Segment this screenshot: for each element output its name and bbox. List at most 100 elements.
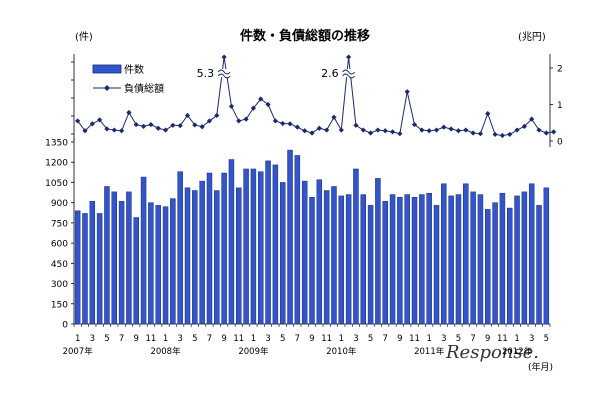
legend-bar-swatch <box>92 64 122 74</box>
axis-break <box>218 69 231 77</box>
bar <box>470 191 476 325</box>
line-point <box>272 118 278 124</box>
line-point <box>397 131 403 137</box>
bar <box>126 191 132 325</box>
annotations: 5.3 2.6 <box>197 67 355 80</box>
bar <box>338 195 345 325</box>
right-tick-label: 0 <box>557 138 563 148</box>
bar <box>543 187 550 325</box>
bar <box>323 190 330 325</box>
bar <box>499 192 506 325</box>
bar <box>360 194 367 325</box>
line-point <box>148 121 154 128</box>
line-point <box>477 131 484 137</box>
line-point <box>206 118 213 124</box>
x-tick-label: 1 <box>75 334 80 344</box>
x-tick-label: 7 <box>470 334 475 344</box>
line-point <box>521 123 527 129</box>
bar <box>426 192 432 325</box>
bar <box>375 178 381 325</box>
x-tick-label: 5 <box>544 334 549 344</box>
bar <box>170 198 176 325</box>
bar <box>192 190 198 325</box>
bar <box>111 191 118 325</box>
bar <box>272 164 279 325</box>
line-point <box>133 121 139 128</box>
line-point <box>82 128 88 134</box>
line-point <box>375 127 381 133</box>
line-point <box>111 127 117 133</box>
line-point <box>441 124 447 130</box>
x-tick-label: 3 <box>90 334 95 344</box>
year-label: 2008年 <box>150 346 181 357</box>
x-tick-label: 3 <box>265 334 270 344</box>
line-point <box>214 112 220 119</box>
right-tick-label: 2 <box>557 65 563 75</box>
x-tick-label: 5 <box>368 334 373 344</box>
line-point <box>543 130 549 136</box>
bar <box>485 209 491 325</box>
bar <box>397 197 403 325</box>
left-tick-label: 300 <box>51 280 68 290</box>
line-point <box>499 132 505 139</box>
bar <box>463 183 469 325</box>
bar <box>433 205 440 325</box>
line-point <box>536 127 542 133</box>
bar <box>279 182 286 325</box>
line-point <box>287 121 293 127</box>
line-point <box>529 116 535 122</box>
x-tick-label: 11 <box>497 334 508 344</box>
legend-bar-label: 件数 <box>124 63 144 76</box>
bar <box>331 186 337 325</box>
line-point <box>104 126 110 132</box>
x-tick-label: 9 <box>397 334 402 344</box>
line-point <box>170 122 176 128</box>
bar <box>521 191 528 325</box>
x-tick-label: 9 <box>221 334 226 344</box>
axis-break-mark <box>342 73 355 79</box>
x-tick-label: 7 <box>295 334 300 344</box>
watermark: Response. <box>445 342 539 363</box>
x-tick-label: 11 <box>409 334 420 344</box>
line-point <box>280 120 286 127</box>
bar <box>419 194 425 325</box>
left-tick-label: 450 <box>51 260 68 270</box>
x-axis-unit: (年月) <box>528 361 553 373</box>
left-tick-label: 600 <box>51 240 68 250</box>
legend: 件数 負債総額 <box>92 63 164 95</box>
x-tick-label: 3 <box>353 334 358 344</box>
left-axis-unit: (件) <box>75 31 93 43</box>
line-point <box>250 105 257 111</box>
bar <box>250 168 257 325</box>
axis-break-mark <box>217 69 231 75</box>
line-point <box>353 122 359 128</box>
line-point <box>419 127 425 133</box>
bar <box>228 159 235 325</box>
bar <box>287 149 293 325</box>
left-tick-label: 1200 <box>45 159 68 169</box>
bar <box>74 210 81 325</box>
x-tick-label: 5 <box>192 334 197 344</box>
x-tick-label: 11 <box>145 334 156 344</box>
bar <box>82 213 88 325</box>
line-point <box>162 127 169 133</box>
line-point <box>367 130 374 136</box>
line-point <box>126 109 132 116</box>
bar <box>367 205 374 325</box>
bar <box>89 201 96 325</box>
line-point <box>265 101 271 108</box>
left-tick-label: 0 <box>62 321 68 331</box>
axis-break-mark <box>217 73 231 79</box>
line-point <box>309 130 315 136</box>
bar <box>104 186 110 325</box>
left-tick-label: 1350 <box>45 139 68 149</box>
line-point <box>331 114 337 120</box>
line-point <box>75 118 81 124</box>
x-tick-label: 1 <box>426 334 431 344</box>
legend-line-label: 負債総額 <box>124 82 164 95</box>
bar <box>528 183 535 325</box>
x-tick-label: 5 <box>456 334 461 344</box>
bar <box>506 207 513 325</box>
bar <box>455 194 462 325</box>
line-point <box>221 54 227 60</box>
